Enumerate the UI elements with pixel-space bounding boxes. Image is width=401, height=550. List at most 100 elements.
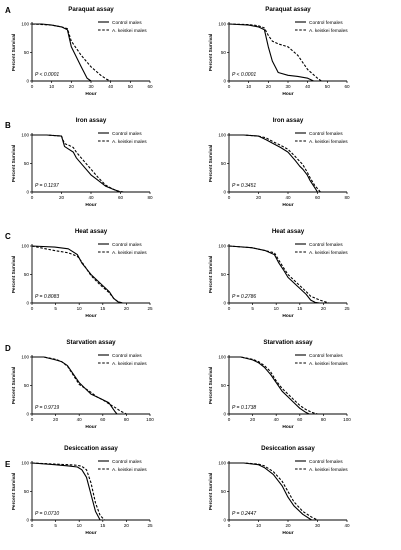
chart4-x-tick-label: 80 — [344, 195, 350, 200]
chart8-x-tick-label: 20 — [250, 417, 256, 422]
chart6-y-tick-label: 100 — [218, 244, 226, 249]
chart5-title: Heat assay — [75, 228, 108, 235]
chart4-y-tick-label: 0 — [223, 190, 226, 195]
chart1-series-keiskei-line — [31, 23, 111, 82]
chart3-y-tick-label: 0 — [26, 190, 29, 195]
chart2-x-tick-label: 10 — [246, 84, 252, 89]
chart8-p-value: P = 0.1738 — [232, 405, 256, 411]
chart9-x-axis-label: Hour — [85, 530, 96, 536]
chart4-legend-label: A. keiskei females — [309, 139, 348, 145]
chart1-x-tick-label: 0 — [31, 84, 34, 89]
chart4-x-axis-label: Hour — [282, 202, 293, 208]
chart4-title: Iron assay — [273, 117, 304, 124]
chart8-y-tick-label: 100 — [218, 355, 226, 360]
chart3-y-axis-label: Percent Survival — [11, 145, 17, 183]
chart4-y-tick-label: 50 — [221, 161, 227, 166]
chart1-x-axis-label: Hour — [85, 91, 96, 97]
chart10-x-tick-label: 10 — [256, 523, 262, 528]
chart2-x-tick-label: 0 — [228, 84, 231, 89]
chart5-series-keiskei-line — [31, 245, 123, 304]
chart9-x-tick-label: 0 — [31, 523, 34, 528]
chart1-x-tick-label: 40 — [108, 84, 114, 89]
chart5-x-tick-label: 15 — [100, 306, 106, 311]
chart5-x-tick-label: 0 — [31, 306, 34, 311]
panel-letter-c: C — [5, 232, 11, 241]
chart1-x-tick-label: 20 — [69, 84, 75, 89]
chart9-title: Desiccation assay — [64, 445, 118, 452]
chart9-x-tick-label: 25 — [147, 523, 153, 528]
chart9-legend-label: Control males — [112, 459, 142, 465]
chart2-y-tick-label: 100 — [218, 22, 226, 27]
chart10-legend-label: A. keiskei females — [309, 467, 348, 473]
chart2-legend-label: A. keiskei females — [309, 28, 348, 34]
chart3-x-tick-label: 40 — [88, 195, 94, 200]
chart1-legend-label: Control males — [112, 20, 142, 26]
chart10-x-tick-label: 20 — [285, 523, 291, 528]
chart5-x-tick-label: 20 — [124, 306, 130, 311]
chart6-x-tick-label: 10 — [274, 306, 280, 311]
chart6-p-value: P = 0.2786 — [232, 294, 256, 300]
chart9-x-tick-label: 20 — [124, 523, 130, 528]
chart10-y-tick-label: 50 — [221, 489, 227, 494]
chart1-legend-label: A. keiskei males — [112, 28, 147, 34]
chart9-y-tick-label: 0 — [26, 518, 29, 523]
chart1-y-tick-label: 50 — [24, 50, 30, 55]
chart5-x-tick-label: 10 — [77, 306, 83, 311]
chart10-p-value: P = 0.2447 — [232, 511, 256, 517]
chart8-x-tick-label: 60 — [297, 417, 303, 422]
chart7-y-tick-label: 100 — [21, 355, 29, 360]
chart7-p-value: P = 0.9719 — [35, 405, 59, 411]
chart7-title: Starvation assay — [66, 339, 116, 346]
chart8-x-tick-label: 0 — [228, 417, 231, 422]
chart9-series-control-line — [31, 462, 101, 521]
chart5-x-axis-label: Hour — [85, 313, 96, 319]
chart5-series-control-line — [31, 245, 123, 304]
chart7-x-tick-label: 100 — [146, 417, 154, 422]
chart1-x-tick-label: 60 — [147, 84, 153, 89]
chart1-y-tick-label: 0 — [26, 79, 29, 84]
chart7-legend-label: A. keiskei males — [112, 361, 147, 367]
chart6-y-axis-label: Percent Survival — [208, 256, 214, 294]
chart7-x-tick-label: 20 — [53, 417, 59, 422]
chart8-x-tick-label: 40 — [274, 417, 280, 422]
chart3-x-tick-label: 80 — [147, 195, 153, 200]
chart5-y-tick-label: 100 — [21, 244, 29, 249]
chart7-series-control-line — [32, 356, 118, 415]
chart3-p-value: P = 0.1197 — [35, 183, 59, 189]
chart2-x-tick-label: 30 — [285, 84, 291, 89]
chart1-title: Paraquat assay — [68, 6, 114, 13]
chart10-y-tick-label: 100 — [218, 461, 226, 466]
chart10-series-keiskei-line — [229, 462, 318, 521]
chart7-x-axis-label: Hour — [85, 424, 96, 430]
chart8-x-tick-label: 80 — [321, 417, 327, 422]
chart7-y-axis-label: Percent Survival — [11, 367, 17, 405]
chart9-x-tick-label: 5 — [54, 523, 57, 528]
chart2-x-tick-label: 20 — [266, 84, 272, 89]
chart4-x-tick-label: 0 — [228, 195, 231, 200]
chart2-y-tick-label: 0 — [223, 79, 226, 84]
panel-letter-d: D — [5, 344, 11, 353]
chart6-y-tick-label: 50 — [221, 272, 227, 277]
chart2-title: Paraquat assay — [265, 6, 311, 13]
chart6-x-tick-label: 15 — [297, 306, 303, 311]
chart6-x-tick-label: 25 — [344, 306, 350, 311]
chart3-legend-label: A. keiskei males — [112, 139, 147, 145]
chart10-title: Desiccation assay — [261, 445, 315, 452]
chart8-title: Starvation assay — [263, 339, 313, 346]
chart7-x-tick-label: 60 — [100, 417, 106, 422]
chart3-series-keiskei-line — [32, 134, 124, 193]
chart4-series-keiskei-line — [229, 134, 321, 193]
chart4-p-value: P = 0.3451 — [232, 183, 256, 189]
chart10-y-axis-label: Percent Survival — [208, 473, 214, 511]
chart9-p-value: P = 0.0710 — [35, 511, 59, 517]
chart6-legend-label: Control females — [309, 242, 343, 248]
chart7-legend-label: Control males — [112, 353, 142, 359]
chart1-x-tick-label: 50 — [128, 84, 134, 89]
panel-letter-e: E — [5, 460, 11, 469]
chart2-series-control-line — [228, 23, 314, 82]
chart5-legend-label: A. keiskei males — [112, 250, 147, 256]
chart10-x-tick-label: 0 — [228, 523, 231, 528]
chart8-x-tick-label: 100 — [343, 417, 351, 422]
chart7-x-tick-label: 80 — [124, 417, 130, 422]
